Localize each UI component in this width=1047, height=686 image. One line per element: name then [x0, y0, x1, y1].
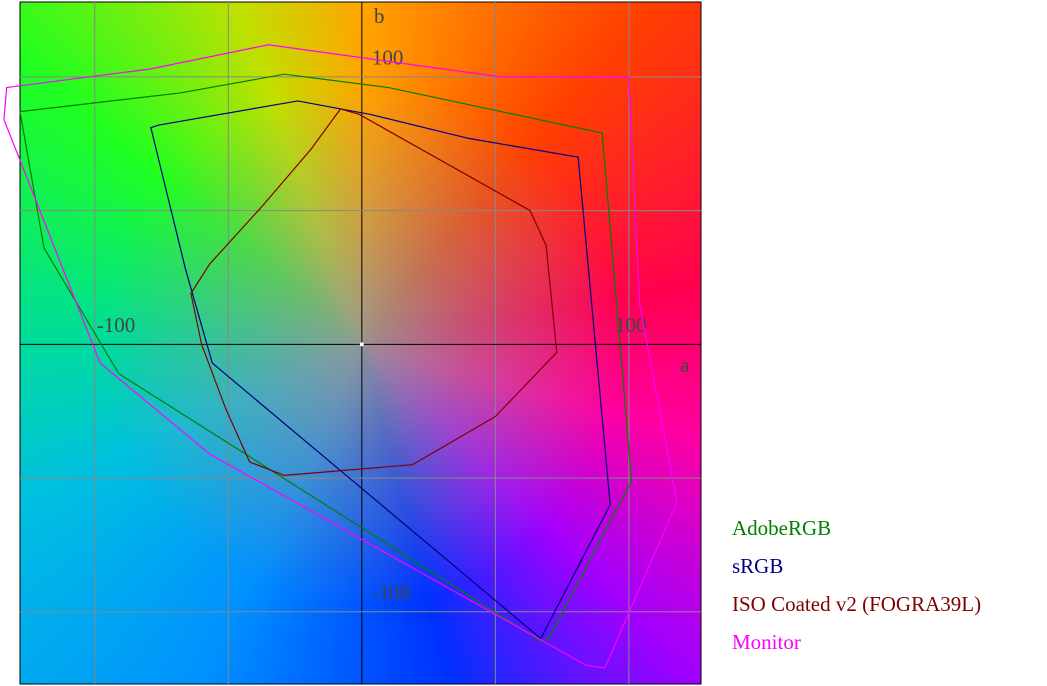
- legend-entry: sRGB: [732, 554, 783, 578]
- y-axis-label: b: [374, 4, 385, 28]
- gamut-line: [19, 73, 633, 642]
- gamut-line: [150, 100, 611, 640]
- origin-dot: [359, 342, 364, 347]
- legend-entry: Monitor: [732, 630, 801, 654]
- x-tick-label: 100: [615, 313, 647, 337]
- plot-frame: [19, 1, 702, 685]
- y-tick-label: -100: [372, 581, 411, 605]
- legend-entry: ISO Coated v2 (FOGRA39L): [732, 592, 981, 616]
- gamut-line: [3, 44, 678, 669]
- x-axis-label: a: [680, 353, 690, 377]
- gamut-line: [190, 108, 558, 476]
- legend-entry: AdobeRGB: [732, 516, 831, 540]
- y-tick-label: 100: [372, 46, 404, 70]
- x-tick-label: -100: [97, 313, 136, 337]
